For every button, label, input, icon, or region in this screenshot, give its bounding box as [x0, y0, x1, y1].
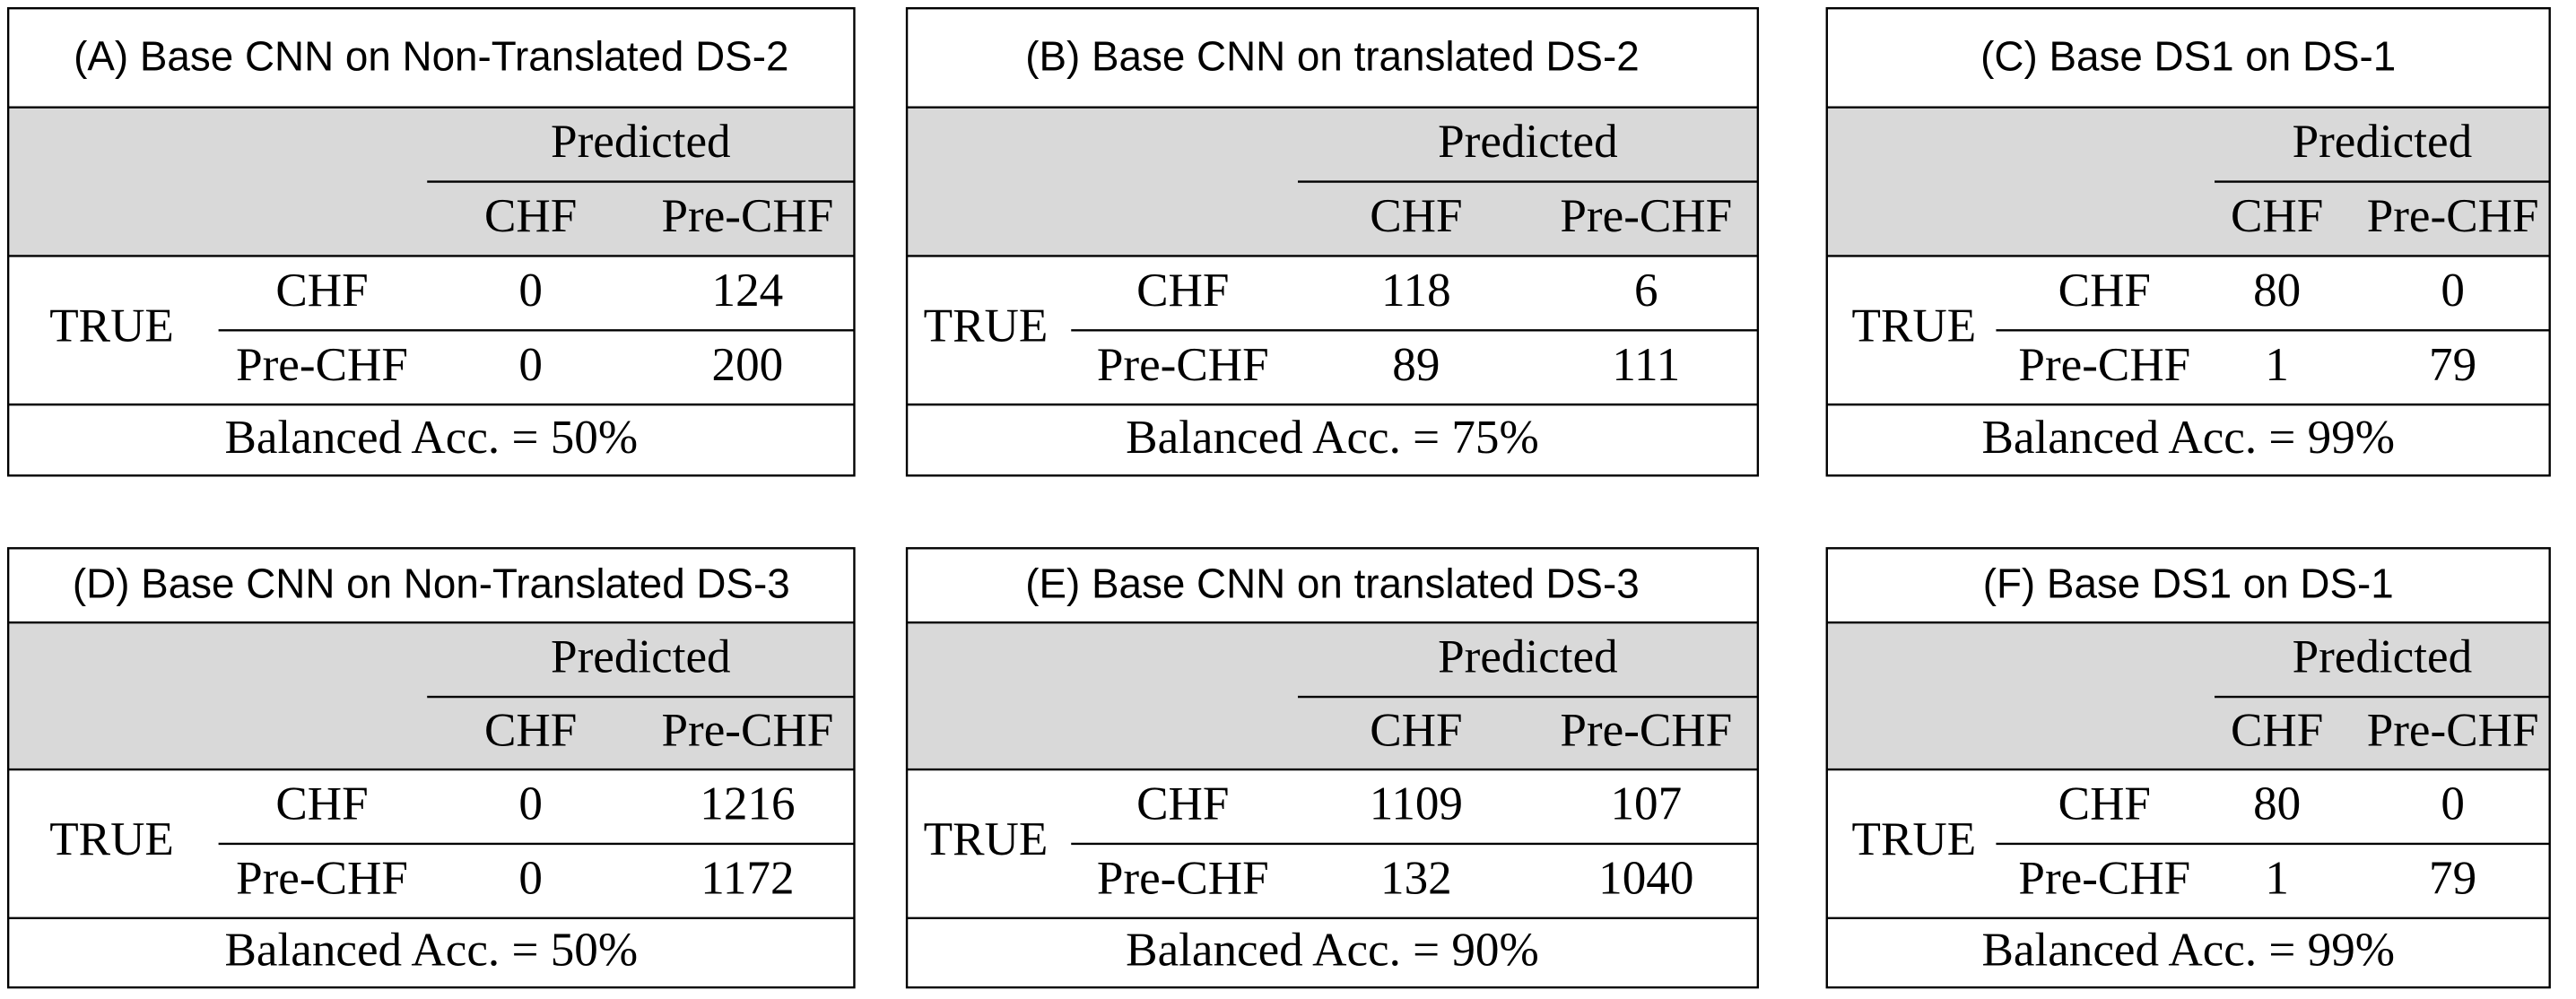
row-label: Pre-CHF	[2018, 851, 2190, 904]
panel-title: (B) Base CNN on translated DS-2	[1025, 32, 1639, 79]
predicted-label: Predicted	[551, 630, 731, 683]
footer: Balanced Acc. = 75%	[1126, 411, 1539, 464]
cell-value: 0	[518, 777, 543, 830]
column-header: Pre-CHF	[2367, 704, 2539, 757]
column-header: CHF	[2231, 704, 2323, 757]
cell-value: 0	[2441, 777, 2465, 830]
cell-value: 80	[2253, 264, 2301, 317]
predicted-label: Predicted	[2293, 115, 2473, 168]
true-label: TRUE	[924, 299, 1049, 352]
column-header: CHF	[1370, 704, 1462, 757]
column-header: Pre-CHF	[1560, 704, 1732, 757]
row-label: Pre-CHF	[1097, 338, 1269, 391]
column-header: CHF	[484, 189, 577, 242]
cell-value: 1	[2265, 851, 2289, 904]
panel-title: (C) Base DS1 on DS-1	[1980, 32, 2396, 79]
true-label: TRUE	[49, 299, 174, 352]
cell-value: 1109	[1370, 777, 1463, 830]
cell-value: 89	[1392, 338, 1440, 391]
cell-value: 0	[518, 264, 543, 317]
cell-value: 200	[712, 338, 784, 391]
cell-value: 0	[2441, 264, 2465, 317]
panel-title: (E) Base CNN on translated DS-3	[1025, 560, 1639, 607]
row-label: CHF	[275, 264, 368, 317]
row-label: Pre-CHF	[1097, 851, 1269, 904]
column-header: CHF	[2231, 189, 2323, 242]
panel-border	[905, 7, 1760, 477]
cell-value: 1040	[1598, 851, 1693, 904]
cell-value: 111	[1612, 338, 1680, 391]
cell-value: 0	[518, 851, 543, 904]
column-header: Pre-CHF	[1560, 189, 1732, 242]
predicted-label: Predicted	[1438, 115, 1618, 168]
cell-value: 118	[1381, 264, 1451, 317]
panel-border	[6, 547, 856, 989]
row-label: CHF	[275, 777, 368, 830]
cell-value: 1216	[700, 777, 795, 830]
true-label: TRUE	[49, 812, 174, 865]
row-label: CHF	[2058, 264, 2151, 317]
panel-border	[1825, 7, 2551, 477]
predicted-label: Predicted	[1438, 630, 1618, 683]
cell-value: 124	[712, 264, 784, 317]
row-label: CHF	[1136, 264, 1229, 317]
true-label: TRUE	[1852, 812, 1977, 865]
panel-title: (F) Base DS1 on DS-1	[1983, 560, 2394, 607]
cell-value: 80	[2253, 777, 2301, 830]
cell-value: 1172	[701, 851, 794, 904]
footer: Balanced Acc. = 50%	[225, 411, 639, 464]
true-label: TRUE	[924, 812, 1049, 865]
footer: Balanced Acc. = 99%	[1981, 411, 2395, 464]
row-label: Pre-CHF	[236, 338, 408, 391]
panel-border	[905, 547, 1760, 989]
column-header: CHF	[1370, 189, 1462, 242]
cell-value: 6	[1634, 264, 1658, 317]
footer: Balanced Acc. = 99%	[1981, 923, 2395, 976]
footer: Balanced Acc. = 50%	[225, 923, 639, 976]
column-header: Pre-CHF	[661, 704, 833, 757]
panel-title: (A) Base CNN on Non-Translated DS-2	[74, 32, 788, 79]
predicted-label: Predicted	[2293, 630, 2473, 683]
row-label: CHF	[2058, 777, 2151, 830]
cell-value: 79	[2429, 851, 2476, 904]
true-label: TRUE	[1852, 299, 1977, 352]
cell-value: 107	[1610, 777, 1682, 830]
cell-value: 1	[2265, 338, 2289, 391]
row-label: CHF	[1136, 777, 1229, 830]
cell-value: 132	[1380, 851, 1452, 904]
column-header: CHF	[484, 704, 577, 757]
cell-value: 0	[518, 338, 543, 391]
panel-title: (D) Base CNN on Non-Translated DS-3	[73, 560, 790, 607]
panel-border	[6, 7, 856, 477]
predicted-label: Predicted	[551, 115, 731, 168]
column-header: Pre-CHF	[661, 189, 833, 242]
row-label: Pre-CHF	[236, 851, 408, 904]
panel-border	[1825, 547, 2551, 989]
row-label: Pre-CHF	[2018, 338, 2190, 391]
footer: Balanced Acc. = 90%	[1126, 923, 1539, 976]
cell-value: 79	[2429, 338, 2476, 391]
column-header: Pre-CHF	[2367, 189, 2539, 242]
